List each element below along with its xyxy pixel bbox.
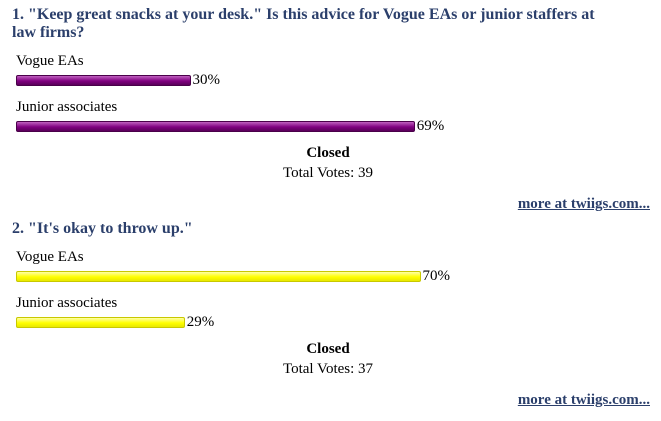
bar-row: 30% (0, 70, 661, 98)
bar (16, 317, 185, 328)
value-label: 69% (416, 118, 445, 134)
poll-status: Closed (306, 341, 350, 357)
bar (16, 75, 191, 86)
poll: 2. "It's okay to throw up." Vogue EAs 70% J… (0, 213, 661, 409)
poll: 1. "Keep great snacks at your desk." Is … (0, 6, 661, 212)
poll-list: 1. "Keep great snacks at your desk." Is … (0, 6, 661, 409)
value-label: 29% (186, 314, 215, 330)
bar (16, 121, 415, 132)
poll-question: 2. "It's okay to throw up." (12, 220, 193, 237)
total-votes: Total Votes: 37 (282, 361, 374, 377)
option-label: Vogue EAs (16, 53, 84, 69)
value-label: 30% (192, 72, 221, 88)
option-label: Vogue EAs (16, 249, 84, 265)
value-label: 70% (422, 268, 451, 284)
total-votes: Total Votes: 39 (282, 165, 374, 181)
option-label: Junior associates (16, 99, 118, 115)
bar-row: 29% (0, 312, 661, 340)
more-link[interactable]: more at twiigs.com... (517, 392, 650, 408)
bar (16, 271, 421, 282)
poll-question: 1. "Keep great snacks at your desk." Is … (12, 6, 595, 41)
more-link[interactable]: more at twiigs.com... (517, 196, 650, 212)
option-label: Junior associates (16, 295, 118, 311)
bar-row: 69% (0, 116, 661, 144)
poll-status: Closed (306, 145, 350, 161)
bar-row: 70% (0, 266, 661, 294)
